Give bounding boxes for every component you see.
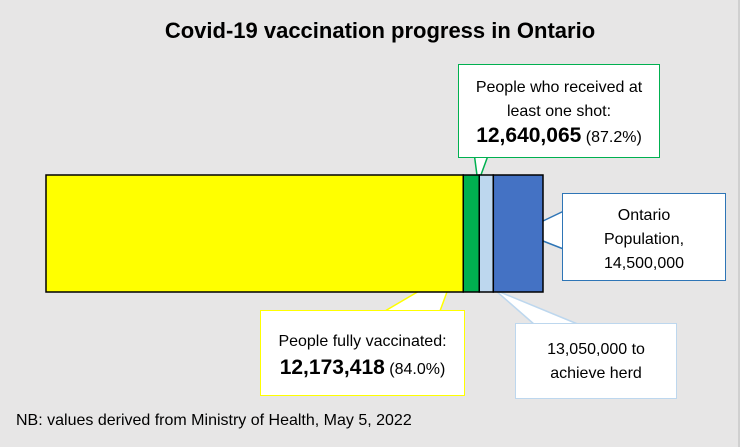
- callout-fully-value: 12,173,418: [279, 356, 385, 379]
- callout-one-shot-label: People who received at least one shot:: [475, 79, 643, 120]
- callout-herd-label: 13,050,000 to achieve herd: [547, 341, 645, 382]
- chart-title: Covid-19 vaccination progress in Ontario: [164, 18, 596, 43]
- callout-fully-pct: (84.0%): [389, 361, 446, 378]
- bar-segment-3: [492, 174, 544, 293]
- source-note: NB: values derived from Ministry of Heal…: [16, 412, 412, 429]
- callout-one-shot: People who received at least one shot: 1…: [458, 64, 660, 158]
- pointer-herd: [494, 289, 581, 326]
- callout-population-label: Ontario Population, 14,500,000: [603, 207, 685, 272]
- bar-segment-0: [45, 174, 465, 293]
- bar-segment-2: [478, 174, 495, 293]
- callout-fully-label: People fully vaccinated:: [278, 333, 447, 350]
- callout-population: Ontario Population, 14,500,000: [562, 193, 726, 281]
- callout-one-shot-pct: (87.2%): [585, 129, 642, 146]
- callout-herd: 13,050,000 to achieve herd: [515, 323, 677, 399]
- callout-fully: People fully vaccinated: 12,173,418 (84.…: [260, 310, 465, 396]
- callout-one-shot-value: 12,640,065: [476, 124, 582, 147]
- bar-segment-1: [462, 174, 480, 293]
